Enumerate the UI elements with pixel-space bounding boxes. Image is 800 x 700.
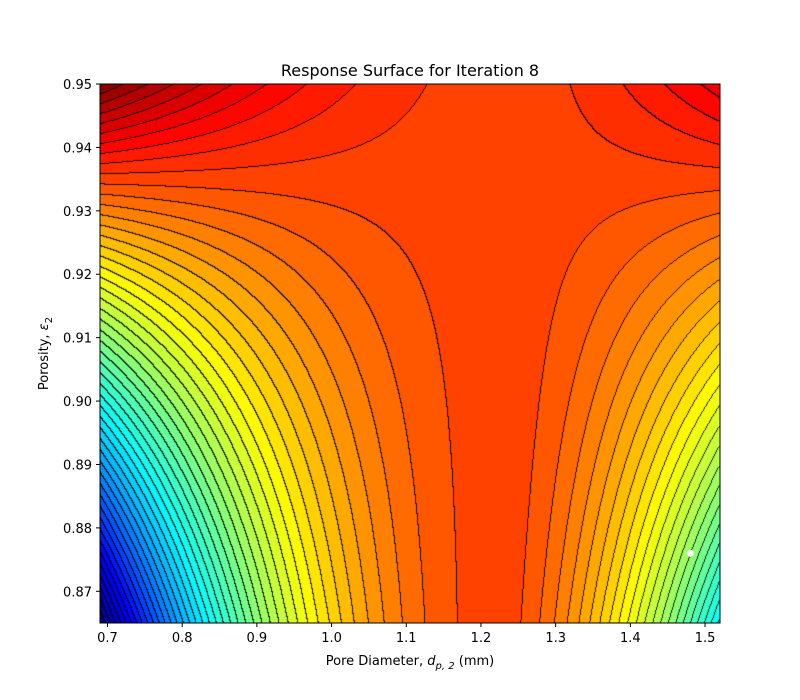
x-tick-label: 0.7 [97,631,118,646]
x-tick-label: 0.9 [247,631,268,646]
contour-fill [100,84,720,623]
x-axis-title: Pore Diameter, dp, 2 (mm) [326,654,494,672]
x-axis-title-sub: p, 2 [435,661,455,672]
y-tick-label: 0.90 [63,395,92,410]
y-axis-title-prefix: Porosity, [37,330,52,390]
y-tick-label: 0.92 [63,268,92,283]
x-tick-label: 1.2 [471,631,492,646]
y-tick-label: 0.94 [63,141,92,156]
x-tick-label: 1.3 [545,631,566,646]
x-tick-label: 1.4 [620,631,641,646]
y-axis-title: Porosity, ε2 [37,317,55,390]
y-axis: 0.87 0.88 0.89 0.90 0.91 0.92 0.93 0.94 0.95 [63,78,100,600]
marker-point [686,549,694,557]
x-tick-label: 1.1 [396,631,417,646]
x-tick-label: 1.0 [321,631,342,646]
x-tick-label: 1.5 [695,631,716,646]
y-tick-label: 0.88 [63,522,92,537]
y-axis-title-var: ε [37,323,52,330]
chart-title: Response Surface for Iteration 8 [281,61,539,80]
y-tick-label: 0.89 [63,458,92,473]
plot-area [99,83,721,624]
x-axis-title-var: d [427,654,436,669]
x-axis: 0.7 0.8 0.9 1.0 1.1 1.2 1.3 1.4 1.5 [97,623,715,646]
y-tick-label: 0.87 [63,585,92,600]
y-tick-label: 0.93 [63,205,92,220]
y-axis-title-sub: 2 [44,317,55,323]
plot-frame [99,83,721,624]
y-tick-label: 0.91 [63,332,92,347]
x-axis-title-prefix: Pore Diameter, [326,654,427,669]
x-tick-label: 0.8 [172,631,193,646]
x-axis-title-suffix: (mm) [455,654,495,669]
y-tick-label: 0.95 [63,78,92,93]
